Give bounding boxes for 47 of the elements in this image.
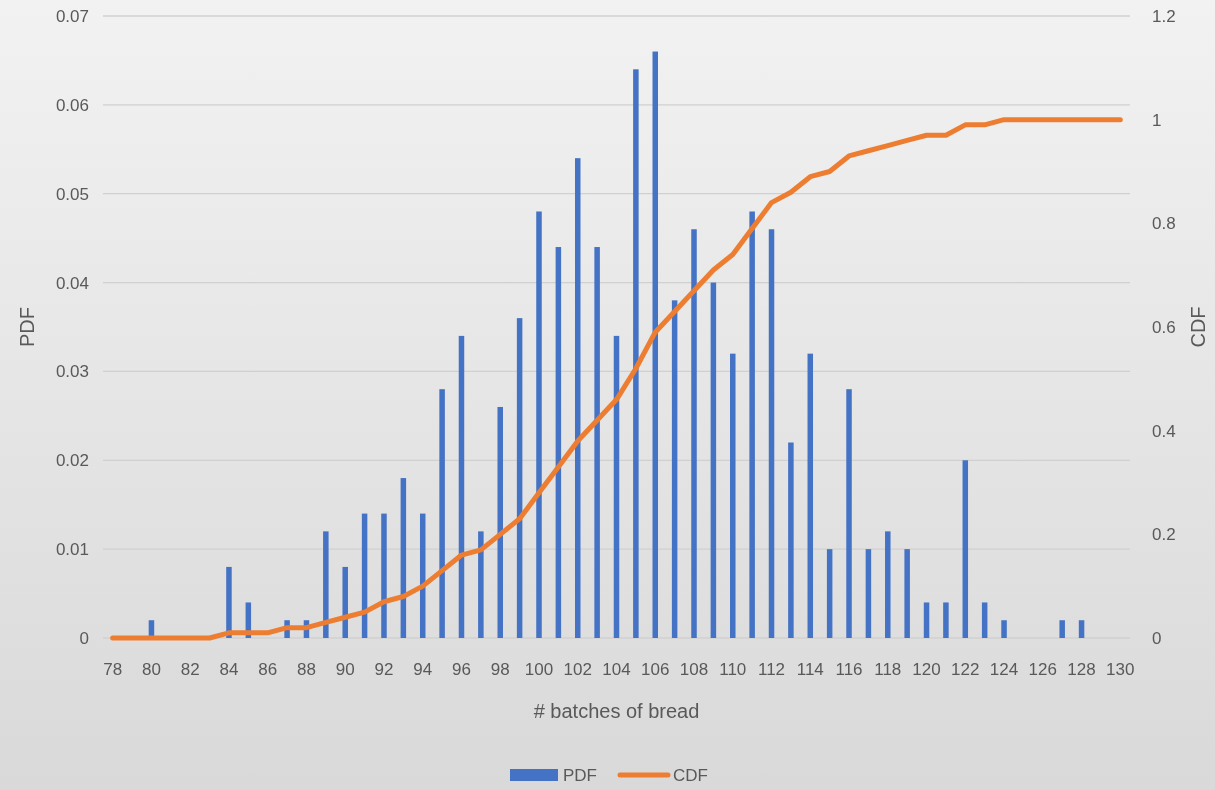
legend-label: CDF [673, 765, 708, 785]
x-tick-label: 94 [413, 660, 433, 679]
y2-tick-label: 0.6 [1152, 317, 1176, 337]
y2-axis-title: CDF [1187, 306, 1209, 348]
x-tick-label: 122 [951, 660, 980, 679]
y-tick-label: 0.02 [55, 451, 89, 471]
x-tick-label: 98 [490, 660, 510, 679]
y2-tick-label: 1 [1152, 110, 1162, 130]
x-tick-label: 114 [796, 660, 824, 679]
y-tick-label: 0.07 [55, 6, 89, 26]
y2-tick-label: 0 [1152, 628, 1162, 648]
x-tick-label: 102 [563, 660, 592, 679]
y-tick-label: 0.01 [55, 540, 89, 560]
legend-label: PDF [563, 765, 597, 785]
y-tick-label: 0.04 [55, 273, 89, 293]
y-axis-title: PDF [16, 307, 38, 347]
x-tick-label: 126 [1028, 660, 1057, 679]
x-tick-label: 124 [989, 660, 1019, 679]
y2-tick-label: 0.2 [1152, 525, 1176, 545]
x-tick-label: 88 [297, 660, 316, 679]
x-tick-label: 128 [1067, 660, 1096, 679]
x-tick-label: 96 [452, 660, 471, 679]
y2-tick-label: 1.2 [1152, 6, 1176, 26]
x-tick-label: 110 [719, 660, 747, 679]
x-tick-label: 86 [258, 660, 278, 679]
x-tick-label: 104 [602, 660, 631, 679]
x-tick-label: 120 [912, 660, 941, 679]
x-tick-label: 84 [219, 660, 239, 679]
x-tick-label: 82 [180, 660, 200, 679]
x-axis-title: # batches of bread [533, 700, 700, 722]
x-tick-label: 90 [335, 660, 355, 679]
y-tick-label: 0.05 [55, 184, 89, 204]
x-tick-label: 116 [835, 660, 863, 679]
x-tick-label: 92 [374, 660, 394, 679]
x-tick-label: 100 [524, 660, 554, 679]
y-tick-label: 0 [79, 628, 89, 648]
y-tick-label: 0.03 [55, 362, 89, 382]
y2-tick-label: 0.4 [1152, 421, 1176, 441]
x-tick-label: 78 [103, 660, 123, 679]
x-tick-label: 108 [679, 660, 709, 679]
y-tick-label: 0.06 [55, 95, 89, 115]
x-tick-label: 80 [141, 660, 161, 679]
x-tick-label: 130 [1106, 660, 1135, 679]
x-tick-label: 112 [757, 660, 786, 679]
y2-tick-label: 0.8 [1152, 214, 1176, 234]
x-tick-label: 118 [874, 660, 902, 679]
x-tick-label: 106 [641, 660, 670, 679]
